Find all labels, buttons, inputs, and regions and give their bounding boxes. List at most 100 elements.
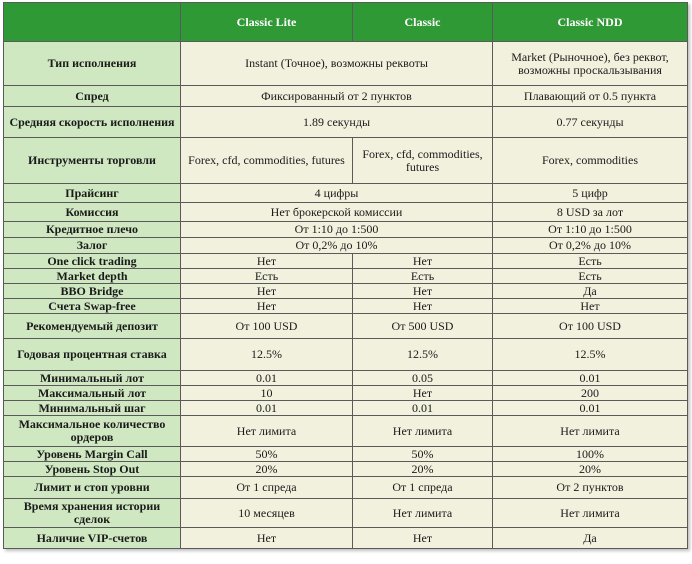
row-vip: Наличие VIP-счетов Нет Нет Да	[3, 527, 688, 549]
cell-lite: 10 месяцев	[180, 498, 353, 528]
row-swap-free: Счета Swap-free Нет Нет Нет	[3, 298, 688, 314]
header-row: Classic Lite Classic Classic NDD	[3, 2, 688, 42]
cell-classic: Нет	[352, 298, 493, 314]
cell-classic: Нет	[352, 253, 493, 269]
cell-lite: Нет	[180, 283, 353, 299]
header-classic-ndd: Classic NDD	[492, 2, 688, 42]
row-min-step: Минимальный шаг 0.01 0.01 0.01	[3, 400, 688, 416]
cell-lite: Есть	[180, 268, 353, 284]
row-label: Счета Swap-free	[3, 298, 181, 314]
cell-ndd: Есть	[492, 268, 688, 284]
cell-ndd: Да	[492, 527, 688, 549]
row-margin-call: Уровень Margin Call 50% 50% 100%	[3, 446, 688, 462]
cell-classic: Нет	[352, 283, 493, 299]
cell-lite: 12.5%	[180, 338, 353, 371]
row-max-orders: Максимальное количество ордеров Нет лими…	[3, 415, 688, 447]
cell-ndd: 12.5%	[492, 338, 688, 371]
row-stop-out: Уровень Stop Out 20% 20% 20%	[3, 461, 688, 477]
cell-lite-classic: 1.89 секунды	[180, 106, 493, 138]
cell-classic: От 1 спреда	[352, 476, 493, 499]
cell-lite: 20%	[180, 461, 353, 477]
cell-lite-classic: От 0,2% до 10%	[180, 237, 493, 254]
cell-classic: Нет	[352, 527, 493, 549]
row-label: Уровень Margin Call	[3, 446, 181, 462]
cell-lite: От 1 спреда	[180, 476, 353, 499]
row-label: Комиссия	[3, 202, 181, 222]
cell-ndd: 200	[492, 385, 688, 401]
cell-lite: Forex, cfd, commodities, futures	[180, 137, 353, 184]
cell-ndd: Есть	[492, 253, 688, 269]
row-collateral: Залог От 0,2% до 10% От 0,2% до 10%	[3, 237, 688, 254]
cell-classic: От 500 USD	[352, 313, 493, 339]
row-execution: Тип исполнения Instant (Точное), возможн…	[3, 41, 688, 86]
cell-ndd: 8 USD за лот	[492, 202, 688, 222]
cell-classic: 20%	[352, 461, 493, 477]
cell-lite: Нет	[180, 298, 353, 314]
cell-classic: 50%	[352, 446, 493, 462]
row-label: Лимит и стоп уровни	[3, 476, 181, 499]
cell-ndd: Нет лимита	[492, 415, 688, 447]
cell-lite: Нет лимита	[180, 415, 353, 447]
cell-classic: 12.5%	[352, 338, 493, 371]
row-history: Время хранения истории сделок 10 месяцев…	[3, 498, 688, 528]
row-label: Минимальный шаг	[3, 400, 181, 416]
cell-lite-classic: От 1:10 до 1:500	[180, 221, 493, 238]
cell-lite: Нет	[180, 527, 353, 549]
cell-ndd: Плавающий от 0.5 пункта	[492, 85, 688, 107]
row-label: Годовая процентная ставка	[3, 338, 181, 371]
row-interest: Годовая процентная ставка 12.5% 12.5% 12…	[3, 338, 688, 371]
row-label: Максимальный лот	[3, 385, 181, 401]
cell-lite: 10	[180, 385, 353, 401]
row-label: BBO Bridge	[3, 283, 181, 299]
row-limits: Лимит и стоп уровни От 1 спреда От 1 спр…	[3, 476, 688, 499]
row-instruments: Инструменты торговли Forex, cfd, commodi…	[3, 137, 688, 184]
row-label: Market depth	[3, 268, 181, 284]
row-min-lot: Минимальный лот 0.01 0.05 0.01	[3, 370, 688, 386]
row-label: Спред	[3, 85, 181, 107]
row-max-lot: Максимальный лот 10 Нет 200	[3, 385, 688, 401]
row-label: Средняя скорость исполнения	[3, 106, 181, 138]
cell-ndd: Нет лимита	[492, 498, 688, 528]
cell-ndd: 20%	[492, 461, 688, 477]
header-corner-cell	[3, 2, 181, 42]
row-spread: Спред Фиксированный от 2 пунктов Плавающ…	[3, 85, 688, 107]
row-label: Кредитное плечо	[3, 221, 181, 238]
cell-ndd: 5 цифр	[492, 183, 688, 203]
cell-classic: Forex, cfd, commodities, futures	[352, 137, 493, 184]
row-speed: Средняя скорость исполнения 1.89 секунды…	[3, 106, 688, 138]
row-leverage: Кредитное плечо От 1:10 до 1:500 От 1:10…	[3, 221, 688, 238]
cell-ndd: От 0,2% до 10%	[492, 237, 688, 254]
cell-ndd: Нет	[492, 298, 688, 314]
cell-ndd: 100%	[492, 446, 688, 462]
cell-ndd: Forex, commodities	[492, 137, 688, 184]
row-deposit: Рекомендуемый депозит От 100 USD От 500 …	[3, 313, 688, 339]
row-pricing: Прайсинг 4 цифры 5 цифр	[3, 183, 688, 203]
row-label: One click trading	[3, 253, 181, 269]
row-label: Залог	[3, 237, 181, 254]
row-label: Время хранения истории сделок	[3, 498, 181, 528]
cell-classic: Нет лимита	[352, 498, 493, 528]
cell-ndd: От 100 USD	[492, 313, 688, 339]
cell-lite-classic: Нет брокерской комиссии	[180, 202, 493, 222]
cell-lite-classic: 4 цифры	[180, 183, 493, 203]
row-commission: Комиссия Нет брокерской комиссии 8 USD з…	[3, 202, 688, 222]
cell-ndd: От 2 пунктов	[492, 476, 688, 499]
cell-classic: 0.01	[352, 400, 493, 416]
row-label: Максимальное количество ордеров	[3, 415, 181, 447]
cell-classic: Нет	[352, 385, 493, 401]
header-classic: Classic	[352, 2, 493, 42]
row-market-depth: Market depth Есть Есть Есть	[3, 268, 688, 284]
cell-ndd: Да	[492, 283, 688, 299]
row-bbo-bridge: BBO Bridge Нет Нет Да	[3, 283, 688, 299]
row-label: Прайсинг	[3, 183, 181, 203]
cell-lite: 50%	[180, 446, 353, 462]
cell-lite: 0.01	[180, 370, 353, 386]
cell-classic: Есть	[352, 268, 493, 284]
cell-classic: Нет лимита	[352, 415, 493, 447]
row-label: Инструменты торговли	[3, 137, 181, 184]
cell-ndd: 0.01	[492, 370, 688, 386]
cell-lite: От 100 USD	[180, 313, 353, 339]
header-classic-lite: Classic Lite	[180, 2, 353, 42]
cell-lite: 0.01	[180, 400, 353, 416]
row-label: Уровень Stop Out	[3, 461, 181, 477]
